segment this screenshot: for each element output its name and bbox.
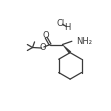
Text: O: O: [43, 31, 50, 40]
Text: O: O: [40, 43, 46, 52]
Polygon shape: [62, 44, 71, 54]
Text: H: H: [64, 23, 71, 32]
Text: Cl: Cl: [56, 19, 64, 28]
Text: NH₂: NH₂: [76, 37, 92, 46]
